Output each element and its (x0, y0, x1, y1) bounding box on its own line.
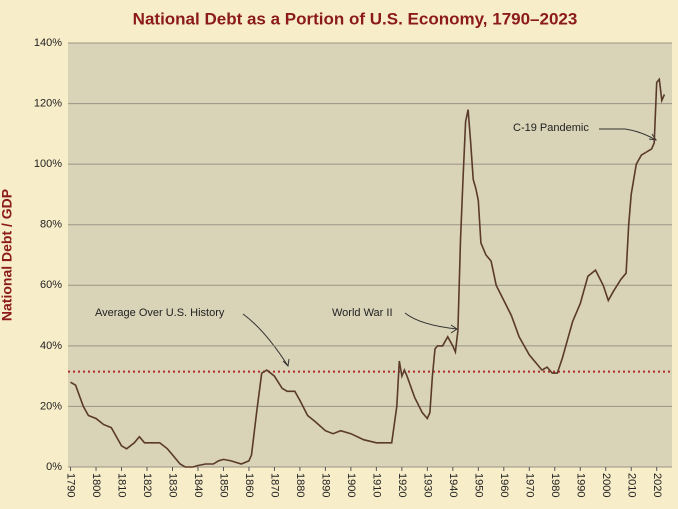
annotation: C-19 Pandemic (513, 122, 589, 134)
x-tick-label: 1950 (472, 473, 484, 497)
y-tick-label: 20% (40, 400, 62, 412)
chart-title: National Debt as a Portion of U.S. Econo… (133, 9, 578, 28)
x-tick-label: 1820 (141, 473, 153, 497)
x-tick-label: 1790 (65, 473, 77, 497)
y-tick-label: 140% (34, 37, 62, 49)
x-tick-label: 1920 (396, 473, 408, 497)
x-tick-label: 1990 (574, 473, 586, 497)
annotation-arrow (404, 312, 458, 330)
y-tick-label: 0% (46, 461, 62, 473)
y-axis-label: National Debt / GDP (0, 189, 15, 321)
y-tick-label: 80% (40, 219, 62, 231)
x-tick-label: 1880 (294, 473, 306, 497)
annotation-arrow (599, 128, 657, 141)
annotation: World War II (332, 307, 393, 319)
x-tick-label: 1970 (523, 473, 535, 497)
x-tick-label: 1850 (218, 473, 230, 497)
annotation-arrow (282, 358, 290, 368)
x-tick-label: 1840 (192, 473, 204, 497)
annotation-arrow (450, 324, 458, 334)
y-tick-label: 120% (34, 97, 62, 109)
annotation: Average Over U.S. History (95, 307, 225, 319)
x-tick-label: 1800 (90, 473, 102, 497)
x-tick-label: 2010 (625, 473, 637, 497)
x-tick-label: 1870 (269, 473, 281, 497)
y-tick-label: 40% (40, 340, 62, 352)
x-tick-label: 1810 (116, 473, 128, 497)
y-tick-label: 60% (40, 279, 62, 291)
x-tick-label: 1900 (345, 473, 357, 497)
annotation-arrow (648, 133, 658, 141)
data-line (70, 77, 666, 468)
x-tick-label: 1930 (421, 473, 433, 497)
y-tick-label: 100% (34, 158, 62, 170)
x-tick-label: 1960 (498, 473, 510, 497)
x-tick-label: 1910 (370, 473, 382, 497)
plot-area (68, 43, 672, 467)
x-tick-label: 1830 (167, 473, 179, 497)
x-tick-label: 1860 (243, 473, 255, 497)
x-tick-label: 2020 (651, 473, 663, 497)
x-tick-label: 1890 (319, 473, 331, 497)
x-tick-label: 2000 (600, 473, 612, 497)
x-tick-label: 1940 (447, 473, 459, 497)
annotation-arrow (242, 313, 289, 367)
x-tick-label: 1980 (549, 473, 561, 497)
